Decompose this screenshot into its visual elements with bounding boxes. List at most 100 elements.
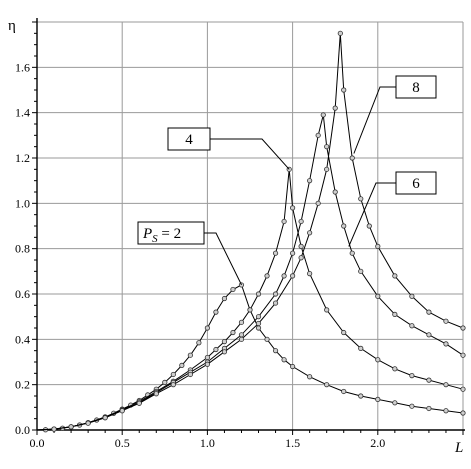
y-tick-label: 1.6 (15, 60, 30, 74)
data-point (221, 349, 228, 355)
data-point (153, 391, 159, 397)
x-tick-label: 1.5 (285, 436, 300, 450)
data-point (204, 361, 210, 367)
y-tick-label: 0.8 (15, 242, 30, 256)
data-point (272, 348, 279, 354)
data-point (289, 205, 296, 211)
y-tick-label: 1.4 (15, 106, 30, 120)
x-tick-label: 1.0 (200, 436, 215, 450)
label-box (167, 127, 211, 151)
data-point (247, 307, 253, 313)
series-4 (36, 166, 466, 432)
y-axis-label: η (8, 18, 16, 34)
data-point (358, 393, 364, 399)
label-box (137, 221, 205, 245)
data-point (289, 250, 296, 256)
data-point (349, 250, 355, 256)
data-point (68, 424, 74, 430)
data-point (392, 311, 398, 317)
data-point (460, 410, 466, 416)
data-point (307, 178, 313, 184)
label-text: 4 (185, 132, 193, 148)
data-point (392, 366, 398, 372)
data-point (230, 329, 236, 336)
data-point (375, 293, 381, 299)
tick-labels: 0.0 0.5 1.0 1.5 2.0 0.0 0.2 0.4 0.6 0.8 1.0 1.2 1.4 1… (15, 60, 385, 450)
data-point (136, 400, 142, 406)
data-point (187, 352, 193, 358)
series-8 (36, 30, 466, 432)
data-point (332, 189, 338, 195)
data-point (341, 388, 347, 395)
x-tick-label: 0.5 (115, 436, 130, 450)
series-group (36, 30, 466, 433)
data-point (358, 345, 364, 351)
data-point (162, 379, 168, 385)
data-point (307, 270, 313, 277)
x-tick-label: 0.0 (30, 436, 45, 450)
data-point (204, 354, 210, 361)
data-point (230, 286, 236, 293)
data-point (221, 295, 228, 302)
data-point (409, 372, 415, 379)
data-point (213, 346, 219, 353)
label-box (395, 171, 437, 195)
data-point (324, 144, 330, 150)
data-point (298, 243, 304, 249)
data-point (238, 336, 245, 342)
data-point (281, 218, 287, 225)
data-point (320, 112, 326, 118)
data-point (443, 318, 449, 324)
data-point (392, 400, 398, 406)
data-point (196, 340, 202, 346)
leader-line (348, 182, 396, 247)
data-point (204, 325, 210, 331)
data-point (187, 371, 193, 378)
data-point (238, 319, 245, 325)
data-point (281, 357, 287, 363)
data-point (443, 341, 449, 347)
x-tick-label: 2.0 (370, 436, 385, 450)
data-point (426, 309, 432, 315)
data-point (426, 405, 432, 412)
data-point (170, 382, 176, 388)
series-2 (36, 282, 466, 433)
label-text: PS = 2 (142, 226, 181, 245)
data-point (341, 223, 347, 229)
annotation-2: PS = 2 (137, 221, 242, 286)
data-point (272, 300, 279, 306)
data-point (375, 357, 381, 363)
data-point (324, 166, 330, 172)
data-point (443, 408, 449, 414)
data-point (366, 223, 372, 229)
label-box (395, 75, 437, 99)
data-point (409, 403, 415, 409)
data-point (409, 323, 415, 329)
data-point (179, 362, 185, 368)
data-point (324, 382, 330, 388)
data-point (332, 105, 338, 111)
data-point (358, 268, 364, 274)
data-point (341, 87, 347, 93)
data-point (315, 132, 321, 138)
leader-line (204, 232, 242, 286)
data-point (238, 282, 245, 288)
data-point (460, 352, 466, 358)
data-point (264, 336, 270, 342)
data-point (51, 426, 57, 432)
data-point (281, 273, 287, 279)
data-point (289, 273, 296, 279)
y-tick-label: 0.0 (15, 423, 30, 437)
grid (37, 21, 464, 430)
data-point (238, 332, 245, 338)
data-point (272, 291, 279, 297)
data-point (409, 293, 415, 299)
data-point (255, 320, 262, 327)
data-point (213, 309, 219, 315)
annotation-8: 8 (353, 75, 437, 154)
annotations: PS = 2 4 6 8 (137, 75, 437, 286)
data-point (324, 307, 330, 313)
series-6 (36, 112, 466, 432)
data-point (375, 243, 381, 249)
data-point (426, 377, 432, 383)
